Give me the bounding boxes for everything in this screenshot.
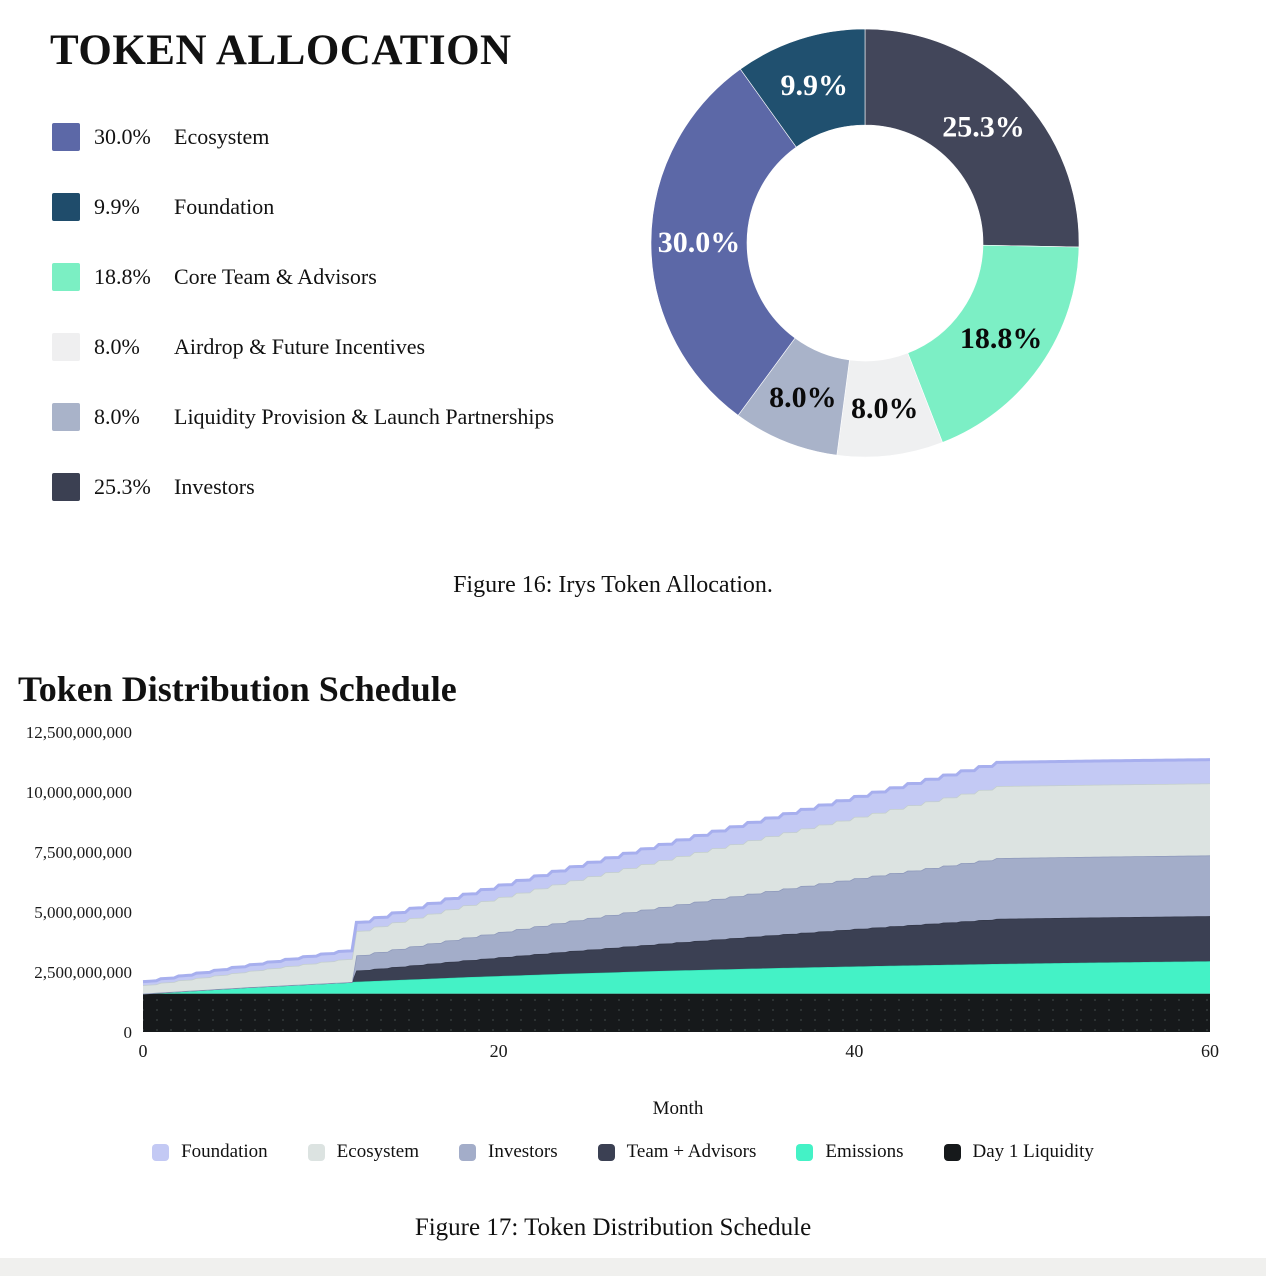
stacked-area-bands: [142, 758, 1211, 1032]
donut-percent-label: 8.0%: [851, 392, 919, 425]
legend-label: Foundation: [181, 1141, 268, 1162]
legend-swatch-icon: [152, 1143, 170, 1161]
schedule-legend: Foundation Ecosystem Investors Team + Advis…: [0, 1141, 1246, 1163]
legend-label: Liquidity Provision & Launch Partnership…: [174, 404, 555, 429]
legend-percent: 18.8%: [94, 264, 151, 289]
legend-label: Emissions: [825, 1141, 904, 1162]
area-band-foundation: [143, 759, 1210, 986]
donut-slice-ecosystem: [650, 68, 797, 416]
legend-percent: 8.0%: [94, 404, 140, 429]
donut-slice-foundation: [739, 28, 866, 148]
donut-percent-label: 8.0%: [769, 381, 837, 414]
schedule-legend-item: Day 1 Liquidity: [943, 1141, 1094, 1163]
allocation-legend-row: 25.3% Investors: [52, 473, 554, 501]
y-tick-label: 5,000,000,000: [34, 903, 132, 922]
legend-percent: 9.9%: [94, 194, 140, 219]
legend-swatch-icon: [943, 1143, 961, 1161]
y-tick-label: 10,000,000,000: [26, 783, 132, 802]
donut-slice-investors: [864, 28, 1080, 248]
legend-swatch-icon: [597, 1143, 615, 1161]
legend-swatch-icon: [52, 263, 80, 291]
legend-label: Ecosystem: [336, 1141, 419, 1162]
legend-swatch-icon: [52, 333, 80, 361]
x-tick-label: 20: [490, 1041, 508, 1061]
legend-label: Investors: [174, 474, 255, 499]
legend-label: Ecosystem: [174, 124, 270, 149]
schedule-legend-item: Team + Advisors: [597, 1141, 757, 1163]
legend-swatch-icon: [52, 403, 80, 431]
legend-percent: 8.0%: [94, 334, 140, 359]
figure17-caption: Figure 17: Token Distribution Schedule: [414, 1214, 812, 1241]
allocation-legend: 30.0% Ecosystem 9.9% Foundation 18.8% Core Te…: [52, 123, 554, 501]
legend-swatch-icon: [459, 1143, 476, 1161]
x-axis-label: Month: [652, 1098, 704, 1119]
legend-label: Investors: [488, 1141, 558, 1162]
legend-swatch-icon: [52, 193, 80, 221]
schedule-legend-item: Investors: [459, 1141, 558, 1163]
allocation-legend-row: 30.0% Ecosystem: [52, 123, 554, 151]
allocation-legend-row: 18.8% Core Team & Advisors: [52, 263, 554, 291]
y-tick-label: 0: [124, 1023, 133, 1042]
distribution-schedule-title: Token Distribution Schedule: [18, 669, 457, 709]
legend-percent: 30.0%: [94, 124, 151, 149]
allocation-legend-row: 9.9% Foundation: [52, 193, 554, 221]
legend-label: Foundation: [174, 194, 275, 219]
x-tick-label: 60: [1201, 1041, 1219, 1061]
donut-percent-label: 9.9%: [780, 69, 848, 102]
schedule-legend-item: Foundation: [152, 1141, 268, 1163]
figure16-caption: Figure 16: Irys Token Allocation.: [453, 572, 773, 598]
donut-percent-label: 30.0%: [658, 226, 741, 259]
area-band-edge: [142, 758, 1211, 984]
legend-swatch-icon: [52, 473, 80, 501]
area-band-texture: [143, 993, 1210, 1032]
x-tick-label: 40: [845, 1041, 863, 1061]
axis-ticks: 0 2,500,000,000 5,000,000,000 7,500,000,000…: [26, 723, 1219, 1061]
legend-percent: 25.3%: [94, 474, 151, 499]
area-band-ecosystem: [143, 783, 1210, 994]
donut-percent-label: 25.3%: [942, 111, 1024, 144]
page-edge-strip: [0, 1258, 1266, 1276]
area-band-team-advisors: [143, 916, 1210, 994]
legend-swatch-icon: [52, 123, 80, 151]
allocation-legend-row: 8.0% Liquidity Provision & Launch Partner…: [52, 403, 554, 431]
y-tick-label: 7,500,000,000: [34, 843, 132, 862]
area-band-investors: [143, 855, 1210, 994]
y-tick-label: 2,500,000,000: [34, 963, 132, 982]
legend-label: Team + Advisors: [626, 1141, 757, 1162]
schedule-legend-item: Emissions: [796, 1141, 904, 1163]
allocation-legend-row: 8.0% Airdrop & Future Incentives: [52, 333, 554, 361]
schedule-legend-item: Ecosystem: [307, 1141, 419, 1163]
legend-swatch-icon: [796, 1143, 814, 1161]
x-tick-label: 0: [139, 1041, 148, 1061]
legend-swatch-icon: [307, 1143, 325, 1161]
donut-slice-core-team-advisors: [907, 244, 1080, 443]
legend-label: Core Team & Advisors: [174, 264, 377, 289]
area-band-emissions: [143, 961, 1210, 994]
token-allocation-title: TOKEN ALLOCATION: [50, 27, 512, 74]
legend-label: Day 1 Liquidity: [972, 1141, 1094, 1162]
token-distribution-area-chart: 0 2,500,000,000 5,000,000,000 7,500,000,000…: [26, 723, 1219, 1061]
donut-percent-label: 18.8%: [960, 322, 1043, 355]
legend-label: Airdrop & Future Incentives: [174, 334, 426, 359]
token-allocation-donut-chart: 25.3% 18.8% 8.0% 8.0% 30.0% 9.9%: [650, 28, 1080, 458]
y-tick-label: 12,500,000,000: [26, 723, 132, 742]
